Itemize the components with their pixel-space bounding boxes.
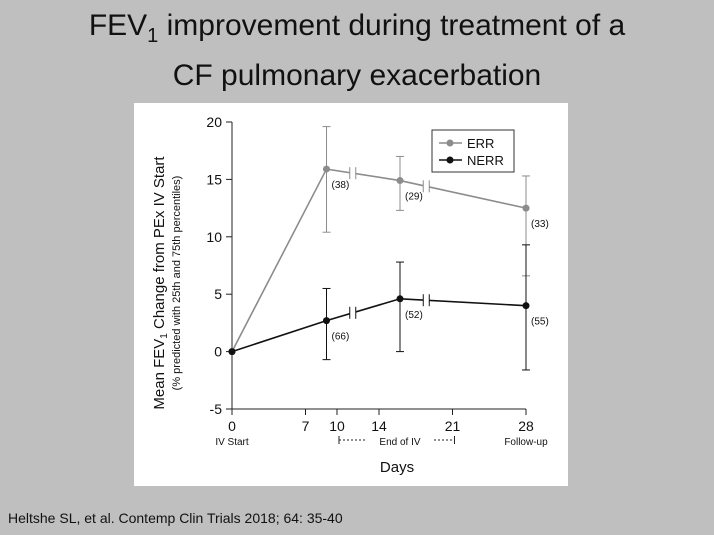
y-tick-label: -5 [210, 401, 223, 417]
line-chart: -5 0 5 10 15 20 0 7 10 14 21 28 (38) (29) (33) (66) (52… [151, 114, 549, 476]
series-line [231, 168, 527, 352]
x-axis-label: Days [380, 459, 414, 476]
legend-label: NERR [467, 153, 504, 168]
sample-size-label: (52) [405, 310, 423, 321]
y-tick-label: 5 [214, 286, 222, 302]
sample-size-label: (33) [531, 219, 549, 230]
x-tick-label: 7 [302, 418, 310, 434]
sample-size-label: (66) [332, 332, 350, 343]
iv-start-label: IV Start [215, 437, 249, 448]
data-point [522, 302, 530, 310]
legend-label: ERR [467, 136, 494, 151]
y-tick-label: 15 [206, 171, 222, 187]
axis-break-gap [423, 294, 430, 307]
data-point [396, 177, 404, 185]
data-point [396, 295, 404, 303]
x-tick-label: 10 [329, 418, 345, 434]
data-point [323, 165, 330, 173]
data-point [323, 317, 330, 325]
sample-size-label: (38) [332, 180, 350, 191]
legend: ERR NERR [431, 129, 515, 173]
sample-size-label: (29) [405, 192, 423, 203]
axis-break-gap [349, 306, 356, 319]
y-tick-label: 20 [206, 114, 222, 130]
data-point [228, 348, 236, 356]
follow-up-label: Follow-up [504, 437, 548, 448]
x-tick-label: 14 [371, 418, 387, 434]
legend-box [431, 129, 515, 173]
series-nerr: (66) (52) (55) [228, 244, 549, 371]
title-line-2: CF pulmonary exacerbation [172, 59, 542, 92]
data-point [522, 204, 530, 212]
end-of-iv-label: End of IV [379, 437, 420, 448]
y-tick-label: 0 [214, 344, 222, 360]
title-line-1: FEV1 improvement during treatment of a [0, 6, 714, 56]
x-tick-label: 21 [445, 418, 461, 434]
title-subscript: 1 [147, 25, 159, 47]
x-tick-label: 0 [228, 418, 236, 434]
series-line [231, 297, 527, 353]
legend-swatch-marker [446, 156, 454, 164]
slide-title: FEV1 improvement during treatment of a C… [0, 6, 714, 96]
axis-break-gap [423, 180, 430, 193]
y-tick-label: 10 [206, 229, 222, 245]
sample-size-label: (55) [531, 317, 549, 328]
axes: -5 0 5 10 15 20 0 7 10 14 21 28 [206, 114, 534, 444]
y-axis-sublabel: (% predicted with 25th and 75th percenti… [171, 176, 183, 391]
y-axis-label: Mean FEV1 Change from PEx IV Start [151, 156, 170, 410]
axis-break-gap [349, 167, 356, 180]
x-tick-label: 28 [518, 418, 534, 434]
title-fev: FEV [88, 9, 148, 42]
citation: Heltshe SL, et al. Contemp Clin Trials 2… [8, 510, 343, 526]
chart-figure: -5 0 5 10 15 20 0 7 10 14 21 28 (38) (29) (33) (66) (52… [134, 103, 568, 486]
legend-swatch-marker [446, 139, 454, 147]
series-layer: (38) (29) (33) (66) (52) (55) [228, 126, 549, 371]
title-rest: improvement during treatment of a [158, 9, 626, 42]
